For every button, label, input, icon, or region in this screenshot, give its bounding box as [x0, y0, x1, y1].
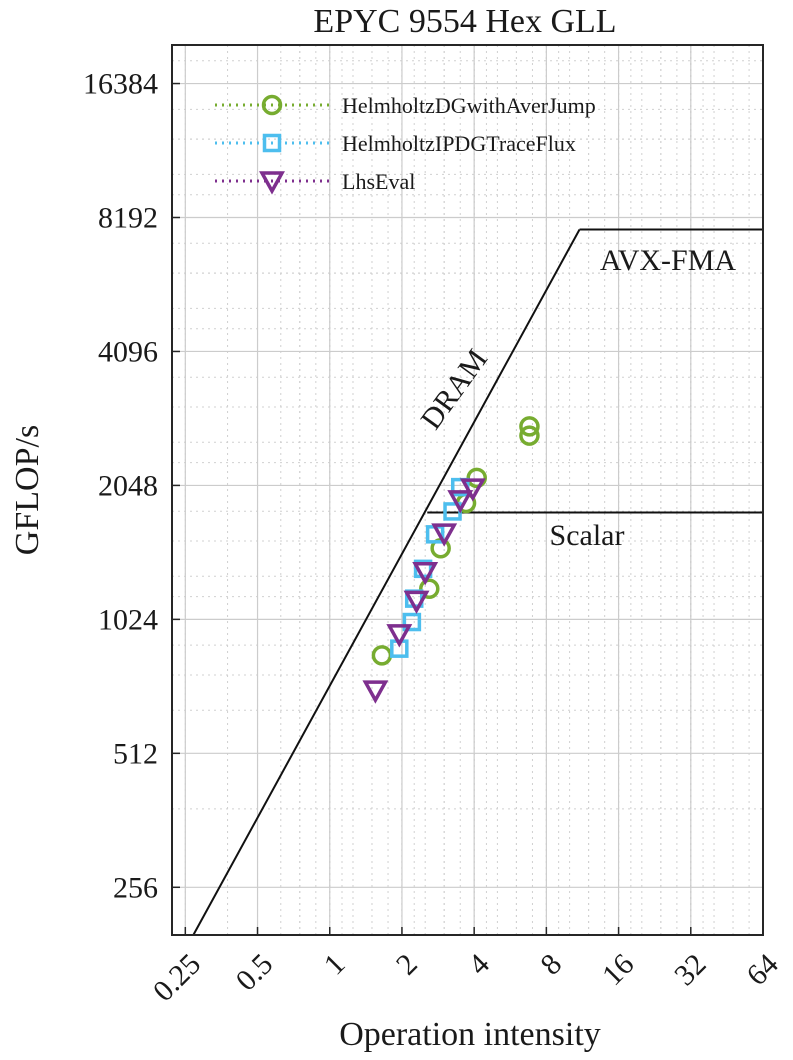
y-tick-label: 8192: [98, 201, 158, 234]
roofline-lines: [192, 228, 763, 936]
x-tick-label: 32: [668, 947, 713, 992]
lhseval-point: [447, 490, 474, 514]
y-tick-label: 16384: [83, 68, 158, 101]
y-axis-label: GFLOP/s: [9, 425, 46, 555]
x-tick-label: 64: [740, 947, 785, 992]
x-tick-label: 16: [596, 947, 641, 992]
dram-bandwidth-line: [192, 228, 581, 936]
dram-label: DRAM: [415, 343, 495, 435]
x-tick-label: 0.25: [147, 947, 207, 1007]
legend: HelmholtzDGwithAverJump HelmholtzIPDGTrac…: [215, 93, 596, 195]
y-tick-labels: 256 512 1024 2048 4096 8192 16384: [83, 68, 180, 904]
legend-marker: [262, 133, 282, 153]
chart-title: EPYC 9554 Hex GLL: [313, 3, 616, 40]
legend-entry: LhsEval: [342, 169, 415, 194]
data-points: [362, 416, 540, 704]
x-tick-label: 1: [318, 947, 352, 981]
plot-frame: [171, 44, 764, 936]
x-axis-label: Operation intensity: [339, 1016, 601, 1053]
x-tick-label: 0.5: [229, 947, 279, 997]
legend-entry: HelmholtzDGwithAverJump: [342, 93, 596, 118]
legend-entry: HelmholtzIPDGTraceFlux: [342, 131, 576, 156]
helmholtzdgwithaverjump-point: [519, 425, 540, 446]
x-tick-labels: 0.25 0.5 1 2 4 8 16 32 64: [147, 927, 785, 1008]
y-tick-label: 2048: [98, 469, 158, 502]
legend-marker: [261, 94, 283, 116]
y-tick-label: 512: [113, 737, 158, 770]
helmholtzdgwithaverjump-point: [519, 416, 540, 437]
x-tick-label: 8: [534, 947, 568, 981]
avx-fma-label: AVX-FMA: [600, 244, 736, 277]
x-tick-label: 4: [462, 947, 496, 981]
scalar-label: Scalar: [550, 519, 625, 552]
legend-marker: [259, 171, 285, 195]
lhseval-point: [431, 523, 458, 547]
x-tick-label: 2: [390, 947, 424, 981]
lhseval-point: [412, 562, 439, 586]
lhseval-point: [403, 590, 430, 614]
lhseval-point: [386, 624, 413, 648]
helmholtzdgwithaverjump-point: [466, 467, 487, 489]
y-tick-label: 1024: [98, 603, 158, 636]
helmholtzdgwithaverjump-point: [419, 578, 440, 599]
y-tick-label: 256: [113, 871, 158, 904]
helmholtzipdgtraceflux-point: [402, 612, 422, 632]
y-tick-label: 4096: [98, 335, 158, 368]
helmholtzdgwithaverjump-point: [371, 645, 393, 666]
lhseval-point: [459, 478, 486, 502]
lhseval-point: [362, 680, 389, 704]
